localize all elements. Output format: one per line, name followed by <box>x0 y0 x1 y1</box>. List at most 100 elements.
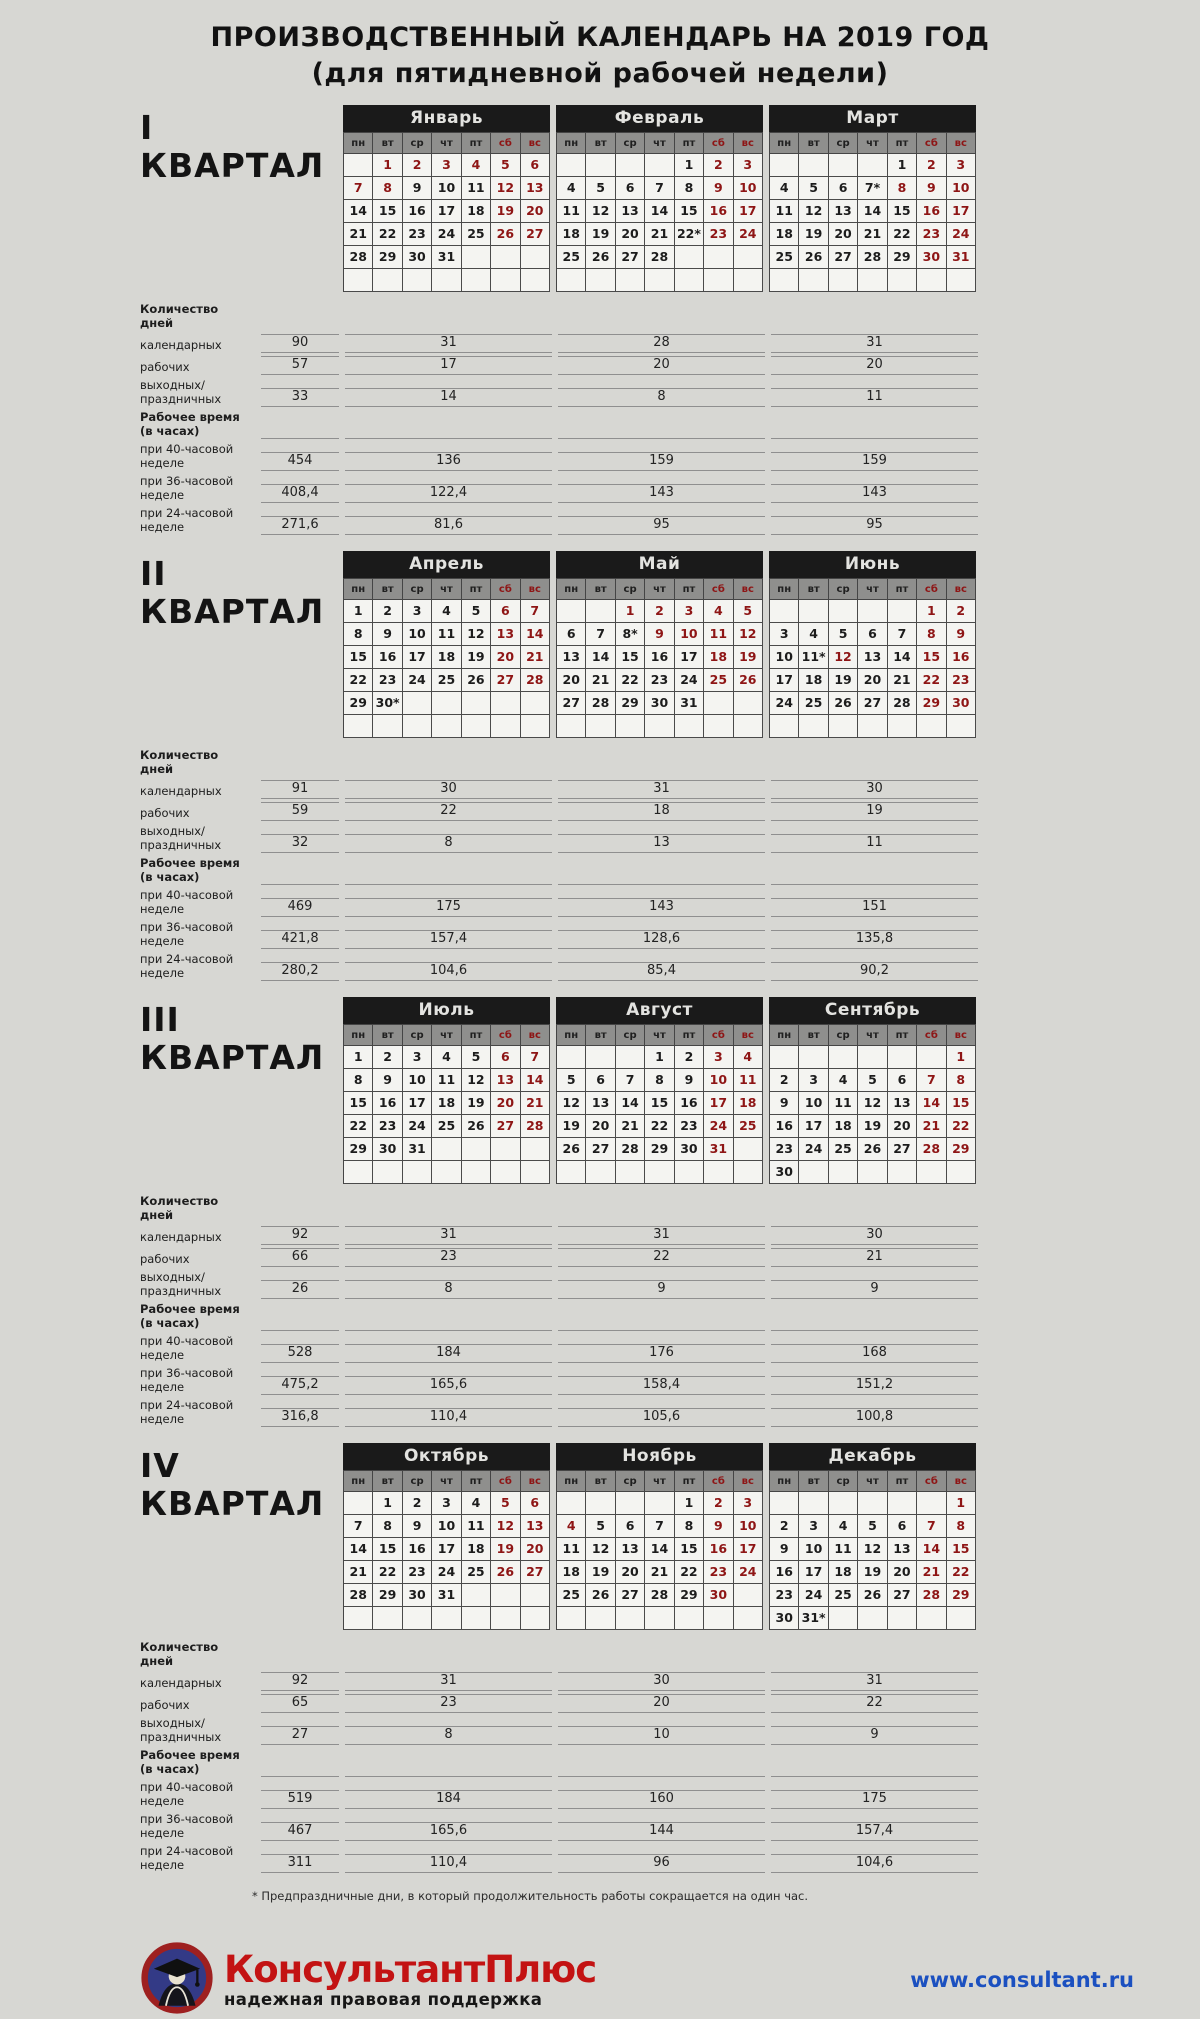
month-calendar-11: Ноябрь пн вт ср чт пт сб вс 1 2 3 4 5 6 7 8 9 10 11 12 13 14 1… <box>556 1443 763 1631</box>
calendar-day <box>615 1607 646 1631</box>
stats-row-label: при 36-часовой неделе <box>140 1366 234 1395</box>
calendar-day: 20 <box>615 223 646 247</box>
stats-value: 66 <box>261 1248 339 1268</box>
stats-value: 90 <box>261 334 339 354</box>
calendar-day: 8 <box>373 177 403 201</box>
weekday-header: пн <box>557 1471 587 1493</box>
stats-row-label: Количество дней <box>140 748 219 777</box>
weekday-header: сб <box>917 1025 947 1047</box>
stats-value: 28 <box>558 334 765 354</box>
calendar-day: 4 <box>704 600 734 624</box>
calendar-day: 17 <box>799 1561 829 1585</box>
month-grid: пн вт ср чт пт сб вс 1 2 3 4 5 6 7 8 9 10 11 12 13 14 15 16 17 1… <box>556 1470 763 1631</box>
weekday-header: ср <box>615 1025 646 1047</box>
calendar-day <box>461 1161 492 1185</box>
stats-spacer <box>261 329 339 331</box>
stats-row-label: при 36-часовой неделе <box>140 474 234 503</box>
weekday-header: чт <box>432 133 462 155</box>
weekday-header: пн <box>770 579 800 601</box>
calendar-day: 6 <box>858 623 888 647</box>
calendar-day: 14 <box>520 1069 550 1093</box>
stats-row-label: рабочих <box>140 1698 190 1713</box>
calendar-day <box>557 154 587 178</box>
quarter-label-line: II <box>140 554 167 594</box>
calendar-day: 1 <box>344 1046 374 1070</box>
calendar-day: 6 <box>887 1069 918 1093</box>
calendar-day <box>704 1161 734 1185</box>
calendar-day: 8 <box>946 1069 976 1093</box>
weekday-header: вт <box>373 1025 403 1047</box>
calendar-day <box>520 692 550 716</box>
calendar-day: 6 <box>520 154 550 178</box>
stats-value: 91 <box>261 780 339 800</box>
month-grid: пн вт ср чт пт сб вс 1 2 3 4 5 6 7 8 9 10 11 12 13 14 15 16 17 1… <box>343 578 550 739</box>
stats-row-label: выходных/праздничных <box>140 378 222 407</box>
calendar-day: 20 <box>491 646 521 670</box>
stats-value: 271,6 <box>261 516 339 536</box>
stats-value: 21 <box>771 1248 978 1268</box>
calendar-day: 25 <box>733 1115 763 1139</box>
calendar-day: 2 <box>373 600 403 624</box>
calendar-day <box>917 1046 947 1070</box>
calendar-day: 14 <box>586 646 616 670</box>
calendar-day <box>461 1584 492 1608</box>
calendar-day: 28 <box>645 1584 675 1608</box>
calendar-day: 25 <box>828 1584 859 1608</box>
calendar-day <box>491 1584 521 1608</box>
calendar-day: 15 <box>645 1092 675 1116</box>
calendar-day: 4 <box>432 1046 462 1070</box>
stats-spacer <box>261 1667 339 1669</box>
weekday-header: ср <box>615 133 646 155</box>
stats-row-label: Количество дней <box>140 1640 219 1669</box>
weekday-header: пн <box>557 1025 587 1047</box>
stats-value: 31 <box>345 1672 552 1692</box>
stats-value: 19 <box>771 802 978 822</box>
weekday-header: сб <box>704 133 734 155</box>
calendar-day: 20 <box>520 1538 550 1562</box>
month-grid: пн вт ср чт пт сб вс 1 2 3 4 5 6 7 8 9 10 11 12 13 14 15 16 17 1… <box>769 1470 976 1631</box>
month-calendar-10: Октябрь пн вт ср чт пт сб вс 1 2 3 4 5 6 7 8 9 10 11 12 13 14… <box>343 1443 550 1631</box>
stats-value: 143 <box>558 484 765 504</box>
stats-value: 10 <box>558 1726 765 1746</box>
calendar-day: 15 <box>344 646 374 670</box>
stats-value: 421,8 <box>261 930 339 950</box>
calendar-day: 21 <box>586 669 616 693</box>
calendar-day: 2 <box>704 1492 734 1516</box>
calendar-day <box>917 1161 947 1185</box>
calendar-day: 26 <box>858 1138 888 1162</box>
calendar-day: 10 <box>799 1538 829 1562</box>
stats-value: 135,8 <box>771 930 978 950</box>
weekday-header: ср <box>828 1025 859 1047</box>
calendar-day: 28 <box>887 692 918 716</box>
calendar-day: 15 <box>344 1092 374 1116</box>
calendar-day <box>557 1607 587 1631</box>
calendar-day <box>402 692 433 716</box>
stats-spacer <box>558 1767 765 1778</box>
weekday-header: сб <box>491 133 521 155</box>
month-grid: пн вт ср чт пт сб вс 1 2 3 4 5 6 7 8 9 10 11 12 13 14 15 16 17 1… <box>343 1470 550 1631</box>
calendar-day: 4 <box>799 623 829 647</box>
calendar-day: 10 <box>733 177 763 201</box>
calendar-day: 7 <box>344 177 374 201</box>
stats-spacer <box>558 1221 765 1223</box>
calendar-day <box>733 269 763 293</box>
stats-value: 92 <box>261 1226 339 1246</box>
calendar-day: 12 <box>733 623 763 647</box>
calendar-day: 25 <box>799 692 829 716</box>
stats-value: 8 <box>345 834 552 854</box>
calendar-day: 8 <box>917 623 947 647</box>
consultant-url-link[interactable]: www.consultant.ru <box>910 1968 1134 1993</box>
calendar-day: 17 <box>402 646 433 670</box>
calendar-day: 12 <box>557 1092 587 1116</box>
calendar-day: 9 <box>373 1069 403 1093</box>
calendar-day: 19 <box>491 1538 521 1562</box>
calendar-day: 16 <box>704 200 734 224</box>
calendar-day: 7 <box>520 1046 550 1070</box>
calendar-day <box>674 1161 705 1185</box>
calendar-day: 25 <box>828 1138 859 1162</box>
calendar-day: 19 <box>491 200 521 224</box>
calendar-day: 16 <box>946 646 976 670</box>
calendar-day: 18 <box>461 1538 492 1562</box>
calendar-day <box>402 1161 433 1185</box>
stats-row-label: рабочих <box>140 806 190 821</box>
